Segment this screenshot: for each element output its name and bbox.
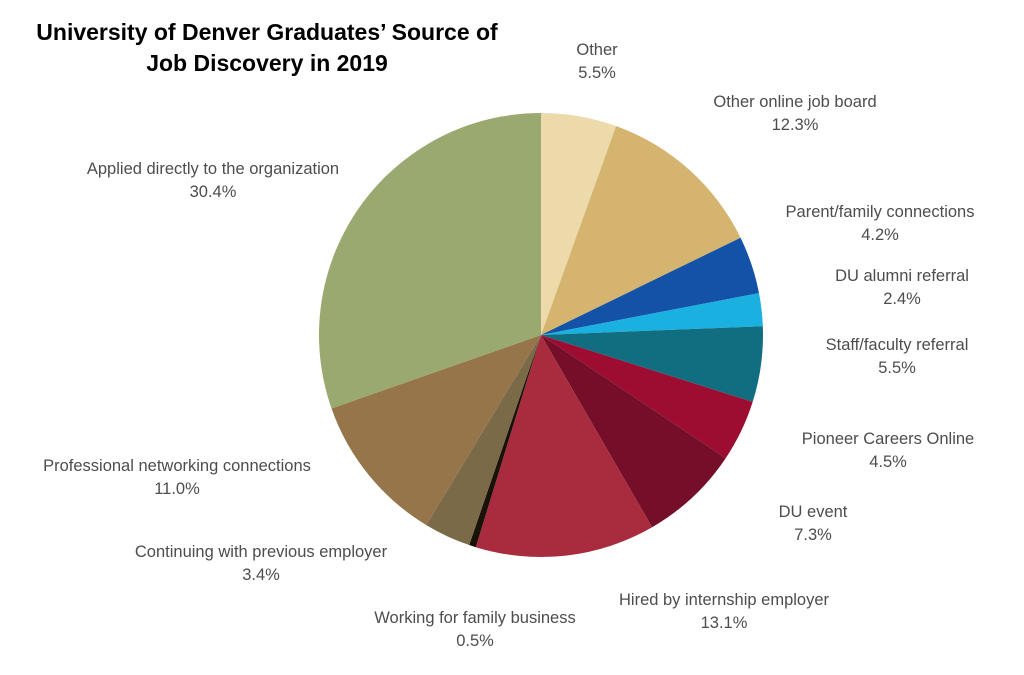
slice-label-text: Other online job board bbox=[713, 93, 877, 111]
pie-slice-pioneer-careers-online[interactable] bbox=[541, 335, 753, 459]
chart-title-line2: Job Discovery in 2019 bbox=[146, 50, 388, 76]
slice-label-text: Continuing with previous employer bbox=[134, 543, 388, 561]
slice-label-value: 12.3% bbox=[771, 116, 819, 134]
pie-slice-du-alumni-referral[interactable] bbox=[541, 293, 763, 335]
slice-label-du-alumni-referral: DU alumni referral 2.4% bbox=[835, 265, 969, 311]
pie-slice-hired-by-internship-employer[interactable] bbox=[475, 335, 653, 558]
slice-label-text: Professional networking connections bbox=[43, 457, 311, 475]
chart-title-line1: University of Denver Graduates’ Source o… bbox=[36, 19, 498, 45]
slice-label-text: Working for family business bbox=[374, 609, 576, 627]
slice-label-working-for-family-business: Working for family business 0.5% bbox=[374, 607, 575, 653]
slice-label-value: 11.0% bbox=[154, 480, 200, 498]
slice-label-hired-by-internship-employer: Hired by internship employer 13.1% bbox=[619, 589, 829, 635]
slice-label-continuing-with-previous-employer: Continuing with previous employer 3.4% bbox=[135, 541, 387, 587]
slice-label-pioneer-careers-online: Pioneer Careers Online 4.5% bbox=[802, 428, 974, 474]
pie-slice-applied-directly-to-the-organization[interactable] bbox=[319, 113, 541, 409]
slice-label-applied-directly-to-the-organization: Applied directly to the organization 30.… bbox=[87, 158, 339, 204]
slice-label-text: Staff/faculty referral bbox=[825, 336, 969, 354]
slice-label-parent-family-connections: Parent/family connections 4.2% bbox=[786, 201, 975, 247]
slice-label-value: 5.5% bbox=[578, 64, 616, 82]
slice-label-du-event: DU event 7.3% bbox=[779, 501, 848, 547]
slice-label-other-online-job-board: Other online job board 12.3% bbox=[713, 91, 876, 137]
pie-slice-other-online-job-board[interactable] bbox=[541, 126, 741, 335]
slice-label-text: Hired by internship employer bbox=[618, 591, 830, 609]
chart-title: University of Denver Graduates’ Source o… bbox=[12, 17, 522, 79]
slice-label-value: 4.2% bbox=[861, 226, 899, 244]
slice-label-text: Pioneer Careers Online bbox=[801, 430, 975, 448]
slice-label-value: 7.3% bbox=[794, 526, 832, 544]
pie-slice-professional-networking-connections[interactable] bbox=[331, 335, 541, 526]
slice-label-value: 30.4% bbox=[189, 183, 237, 201]
pie-slice-staff-faculty-referral[interactable] bbox=[541, 326, 764, 402]
slice-label-staff-faculty-referral: Staff/faculty referral 5.5% bbox=[826, 334, 969, 380]
slice-label-value: 4.5% bbox=[869, 453, 907, 471]
pie-slice-working-for-family-business[interactable] bbox=[469, 335, 541, 548]
pie-slice-other[interactable] bbox=[541, 113, 617, 335]
slice-label-professional-networking-connections: Professional networking connections 11.0… bbox=[43, 455, 311, 501]
slice-label-text: DU event bbox=[778, 503, 848, 521]
slice-label-other: Other 5.5% bbox=[576, 39, 617, 85]
slice-label-text: Parent/family connections bbox=[785, 203, 975, 221]
slice-label-value: 3.4% bbox=[242, 566, 280, 584]
slice-label-value: 5.5% bbox=[878, 359, 916, 377]
slice-label-text: Applied directly to the organization bbox=[86, 160, 340, 178]
slice-label-value: 13.1% bbox=[700, 614, 748, 632]
slice-label-text: Other bbox=[576, 41, 618, 59]
slice-label-value: 2.4% bbox=[883, 290, 921, 308]
pie-slice-continuing-with-previous-employer[interactable] bbox=[426, 335, 541, 546]
pie-slice-parent-family-connections[interactable] bbox=[541, 237, 760, 335]
slice-label-value: 0.5% bbox=[456, 632, 494, 650]
pie-slice-du-event[interactable] bbox=[541, 335, 726, 528]
slice-label-text: DU alumni referral bbox=[835, 267, 969, 285]
